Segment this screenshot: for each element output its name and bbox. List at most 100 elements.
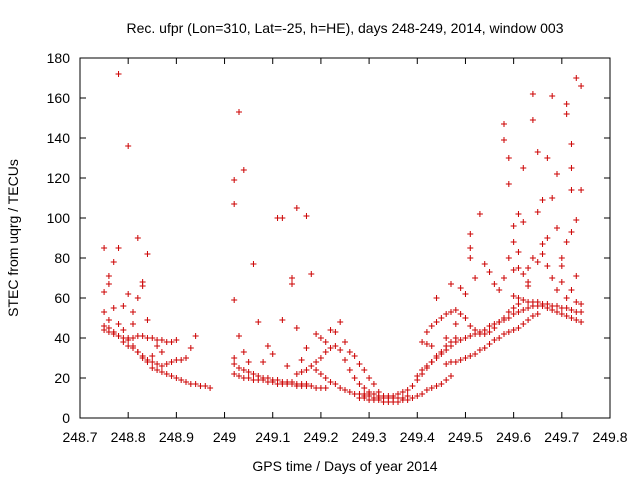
data-point (115, 321, 122, 327)
plot-frame (79, 57, 611, 419)
data-point (568, 315, 575, 321)
data-point (419, 339, 426, 345)
data-point (510, 267, 517, 273)
data-point (515, 265, 522, 271)
data-point (419, 367, 426, 373)
data-point (101, 309, 108, 315)
data-point (423, 329, 430, 335)
data-point (443, 361, 450, 367)
data-point (130, 321, 136, 327)
data-point (515, 249, 522, 255)
data-point (491, 281, 498, 287)
data-point (279, 317, 286, 323)
data-point (308, 383, 315, 389)
data-point (370, 391, 377, 397)
data-point (168, 339, 175, 345)
data-point (351, 353, 358, 359)
y-tick-label: 120 (47, 170, 71, 186)
data-point (510, 293, 517, 299)
data-point (250, 371, 257, 377)
x-tick-label: 249.6 (496, 429, 531, 445)
data-point (438, 381, 445, 387)
data-point (154, 343, 161, 349)
data-point (236, 365, 242, 371)
data-point (467, 323, 474, 329)
data-point (515, 301, 522, 307)
data-point (462, 315, 469, 321)
data-point (486, 341, 493, 347)
x-tick-label: 248.8 (111, 429, 146, 445)
data-point (168, 373, 175, 379)
data-point (139, 283, 146, 289)
data-point (313, 359, 320, 365)
data-point (293, 371, 300, 377)
data-point (433, 295, 440, 301)
data-point (472, 351, 479, 357)
data-point (289, 381, 295, 387)
data-point (236, 333, 242, 339)
data-point (130, 343, 136, 349)
data-point (438, 315, 445, 321)
data-point (149, 335, 156, 341)
data-point (476, 347, 483, 353)
data-point (525, 265, 532, 271)
data-point (144, 251, 151, 257)
data-point (573, 75, 580, 81)
data-point (568, 165, 575, 171)
data-point (240, 349, 247, 355)
data-point (534, 259, 541, 265)
data-point (149, 365, 156, 371)
data-point (520, 307, 527, 313)
data-point (534, 209, 541, 215)
data-point (110, 259, 117, 265)
x-tick-label: 249.8 (592, 429, 627, 445)
data-point (192, 333, 199, 339)
data-point (414, 393, 421, 399)
data-point (414, 373, 421, 379)
data-point (520, 321, 527, 327)
data-point (158, 363, 165, 369)
data-point (578, 319, 585, 325)
data-point (544, 305, 551, 311)
chart-title: Rec. ufpr (Lon=310, Lat=-25, h=HE), days… (126, 20, 563, 36)
data-point (105, 325, 112, 331)
data-point (563, 295, 570, 301)
data-point (448, 343, 454, 349)
data-point (578, 301, 585, 307)
x-tick-label: 249 (213, 429, 237, 445)
data-point (346, 349, 353, 355)
data-point (134, 349, 141, 355)
y-tick-label: 80 (54, 250, 70, 266)
data-point (207, 385, 214, 391)
data-point (279, 215, 286, 221)
data-point (264, 343, 271, 349)
data-point (554, 303, 560, 309)
data-point (563, 239, 570, 245)
data-point (105, 317, 112, 323)
data-point (240, 367, 247, 373)
data-point (554, 225, 560, 231)
x-tick-label: 248.9 (159, 429, 194, 445)
data-point (337, 319, 344, 325)
data-point (120, 327, 127, 333)
data-point (520, 165, 527, 171)
data-point (529, 117, 536, 123)
data-point (452, 359, 459, 365)
data-point (529, 255, 536, 261)
data-point (448, 281, 454, 287)
x-tick-label: 249.1 (255, 429, 290, 445)
data-point (510, 305, 517, 311)
data-point (568, 187, 575, 193)
data-point (481, 345, 488, 351)
data-point (351, 375, 358, 381)
data-point (154, 367, 161, 373)
data-point (178, 357, 185, 363)
y-tick-label: 140 (47, 130, 71, 146)
data-point (231, 371, 238, 377)
data-point (361, 367, 368, 373)
data-point (573, 273, 580, 279)
data-point (260, 359, 267, 365)
y-tick-label: 60 (54, 290, 70, 306)
data-point (101, 289, 108, 295)
data-point (346, 389, 353, 395)
